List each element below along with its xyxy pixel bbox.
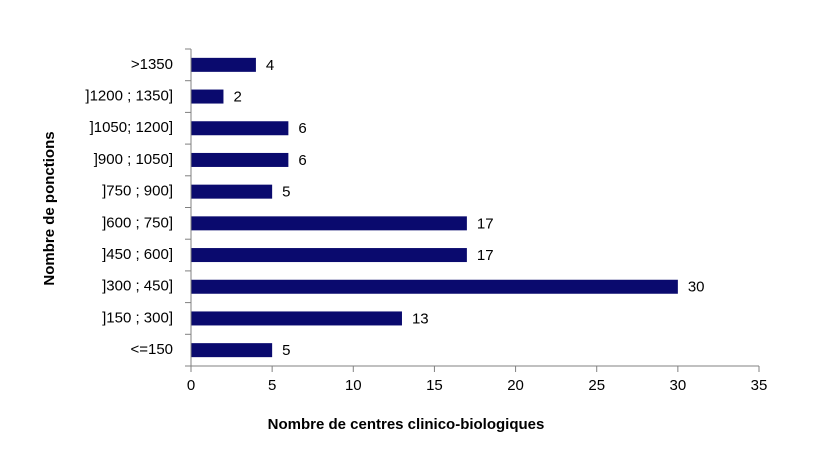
bar [191,216,467,231]
y-tick-label: ]750 ; 900] [102,183,173,200]
data-label: 17 [477,215,494,232]
x-tick-label: 35 [751,377,768,394]
bar [191,152,289,167]
data-label: 13 [412,310,429,327]
y-tick-label: ]300 ; 450] [102,278,173,295]
bar [191,121,289,136]
data-label: 5 [282,184,290,201]
bar [191,184,273,199]
x-tick-label: 15 [426,377,443,394]
bar [191,343,273,358]
x-tick-label: 30 [670,377,687,394]
bar [191,311,402,326]
data-label: 4 [266,57,274,74]
y-axis-title: Nombre de ponctions [41,131,58,285]
data-label: 30 [688,279,705,296]
y-tick-label: ]1050; 1200] [90,119,173,136]
y-tick-label: ]150 ; 300] [102,309,173,326]
x-axis-title: Nombre de centres clinico-biologiques [268,416,545,433]
bar [191,248,467,263]
y-tick-label: ]600 ; 750] [102,214,173,231]
data-label: 17 [477,247,494,264]
data-label: 6 [298,120,306,137]
x-tick-label: 5 [268,377,276,394]
y-tick-label: <=150 [130,341,173,358]
bar [191,279,678,294]
x-tick-label: 25 [588,377,605,394]
y-tick-label: ]450 ; 600] [102,246,173,263]
data-label: 5 [282,342,290,359]
bar [191,89,224,104]
y-tick-label: ]900 ; 1050] [94,151,173,168]
x-tick-label: 0 [187,377,195,394]
y-tick-label: >1350 [131,56,173,73]
x-tick-label: 20 [507,377,524,394]
bar [191,57,256,72]
y-tick-label: ]1200 ; 1350] [85,88,173,105]
data-label: 2 [233,89,241,106]
x-tick-label: 10 [345,377,362,394]
bars-layer [191,57,678,358]
labels-layer: <=150 5 ]150 ; 300] 13 ]300 ; 450] 30 ]450 ; 6… [85,56,767,394]
ticks-layer [185,48,760,372]
data-label: 6 [298,152,306,169]
